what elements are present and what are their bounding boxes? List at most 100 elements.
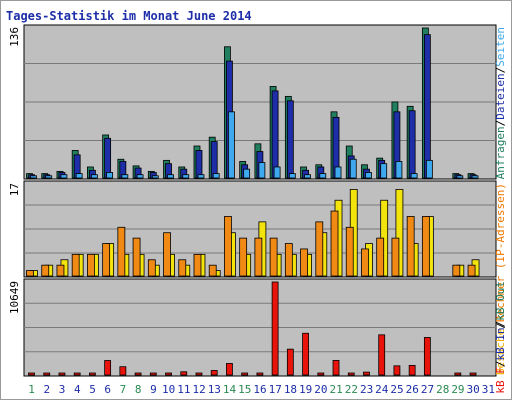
bar-rechner-ip-adressen--day-20 [315,221,324,277]
bar-rechner-ip-adressen--day-16 [254,237,263,277]
bar-seiten-day-26 [410,173,418,179]
bar-seiten-day-9 [151,175,159,179]
bar-rechner-ip-adressen--day-30 [467,264,476,277]
bar-rechner-ip-adressen--day-4 [71,253,80,277]
bar-rechner-ip-adressen--day-17 [269,237,278,277]
bar-kb-f-day-13 [210,370,218,376]
bar-besuche-day-25 [395,189,404,277]
bar-rechner-ip-adressen--day-15 [239,237,248,277]
bar-seiten-day-5 [91,174,98,179]
bar-kb-f-day-8 [134,372,142,376]
x-tick-label-day-25: 25 [390,383,403,396]
x-tick-label-day-29: 29 [451,383,464,396]
bar-kb-f-day-25 [393,365,401,376]
x-tick-label-day-9: 9 [150,383,157,396]
x-tick-label-day-21: 21 [330,383,343,396]
y-max-label: 10649 [8,281,21,314]
bar-seiten-day-15 [243,168,251,179]
bar-seiten-day-13 [212,173,220,179]
bar-kb-f-day-20 [317,372,325,376]
x-tick-label-day-3: 3 [59,383,66,396]
x-tick-label-day-16: 16 [253,383,266,396]
bar-rechner-ip-adressen--day-8 [132,237,141,277]
bar-seiten-day-22 [349,158,357,179]
bar-seiten-day-29 [456,175,464,179]
bar-dateien-day-27 [423,34,431,179]
bar-kb-f-day-7 [119,366,127,376]
bar-rechner-ip-adressen--day-6 [102,243,111,277]
x-tick-label-day-27: 27 [421,383,434,396]
legend-entry: Dateien [494,73,507,119]
chart-title: Tages-Statistik im Monat June 2014 [6,9,252,23]
bar-rechner-ip-adressen--day-3 [56,264,65,277]
bar-dateien-day-18 [286,100,294,179]
bar-rechner-ip-adressen--day-22 [345,226,354,277]
x-tick-label-day-5: 5 [89,383,96,396]
bar-rechner-ip-adressen--day-19 [300,248,308,277]
bar-kb-f-day-12 [195,372,203,376]
bar-seiten-day-18 [288,173,296,179]
x-tick-label-day-24: 24 [375,383,389,396]
bar-seiten-day-16 [258,162,266,179]
bar-seiten-day-19 [304,174,311,179]
x-tick-label-day-8: 8 [135,383,142,396]
bar-kb-f-day-27 [423,337,431,376]
bar-dateien-day-6 [104,137,112,179]
bar-kb-f-day-14 [226,363,233,376]
x-tick-label-day-10: 10 [162,383,175,396]
bar-kb-f-day-15 [241,372,249,376]
x-tick-label-day-22: 22 [345,383,358,396]
x-tick-label-day-2: 2 [44,383,51,396]
bar-seiten-day-27 [425,159,433,179]
bar-rechner-ip-adressen--day-1 [26,270,34,277]
x-tick-label-day-31: 31 [482,383,495,396]
bar-kb-f-day-18 [286,348,294,376]
bar-kb-f-day-3 [58,372,66,376]
bar-kb-f-day-22 [347,372,355,376]
bar-kb-f-day-21 [332,360,340,376]
bar-seiten-day-20 [319,173,327,179]
bar-rechner-ip-adressen--day-21 [330,210,339,277]
bar-dateien-day-17 [271,90,279,179]
bar-seiten-day-1 [30,175,37,179]
x-tick-label-day-12: 12 [192,383,205,396]
bar-seiten-day-6 [106,172,114,179]
bar-kb-f-day-4 [73,372,81,376]
bar-kb-f-day-30 [469,372,477,376]
bar-seiten-day-25 [395,161,403,179]
bar-seiten-day-14 [228,111,235,179]
legend-entry: Anfragen [494,126,507,179]
x-tick-label-day-28: 28 [436,383,449,396]
bar-seiten-day-11 [182,174,190,179]
x-tick-label-day-18: 18 [284,383,297,396]
bar-kb-f-day-26 [408,364,416,376]
x-tick-label-day-4: 4 [74,383,81,396]
x-tick-label-day-17: 17 [269,383,282,396]
bar-rechner-ip-adressen--day-26 [406,216,415,277]
bar-rechner-ip-adressen--day-27 [421,216,430,277]
x-tick-label-day-13: 13 [208,383,221,396]
bar-seiten-day-4 [75,173,83,179]
kbytes-panel: 10649 [8,278,497,377]
bar-kb-f-day-2 [43,372,51,376]
bar-kb-f-day-11 [180,371,188,376]
legend-entry: / [494,361,507,368]
y-max-label: 17 [8,183,21,196]
legend-entry: kB Out [494,281,507,321]
bar-rechner-ip-adressen--day-18 [284,243,293,277]
bar-kb-f-day-23 [363,371,370,376]
bar-seiten-day-7 [121,174,129,179]
legend-entry: Rechner (IP-Adressen) [494,183,507,322]
bar-kb-f-day-10 [165,372,172,376]
legend-entry: kB In [494,327,507,360]
x-tick-label-day-23: 23 [360,383,373,396]
bar-kb-f-day-6 [104,360,112,376]
bar-seiten-day-30 [471,175,479,179]
bar-kb-f-day-16 [256,372,264,376]
bar-rechner-ip-adressen--day-10 [163,232,171,277]
bar-rechner-ip-adressen--day-13 [208,264,217,277]
bar-seiten-day-24 [380,163,388,179]
bar-seiten-day-8 [136,174,144,179]
